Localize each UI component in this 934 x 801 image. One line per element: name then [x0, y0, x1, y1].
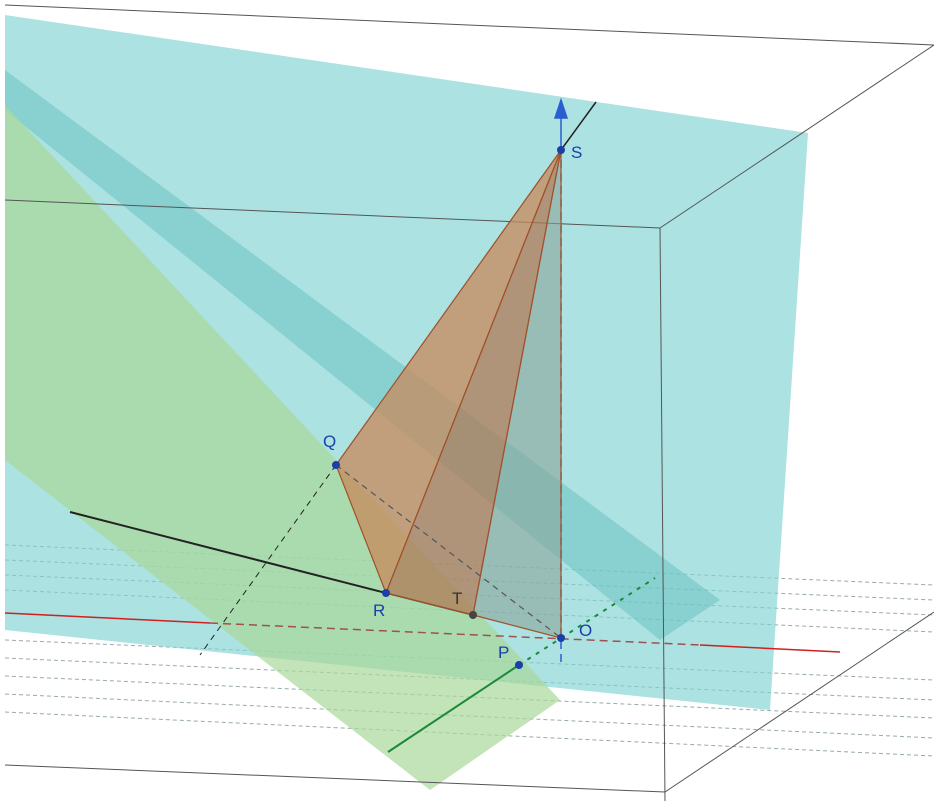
y-axis: [387, 577, 656, 753]
point-label: Q: [323, 432, 336, 451]
point-label: S: [571, 143, 582, 162]
line: [560, 101, 597, 151]
pyramid: [335, 149, 562, 639]
line: [69, 511, 387, 594]
point-label: P: [498, 643, 509, 662]
dashed-line: [199, 464, 337, 656]
x-axis: [4, 612, 841, 653]
point-label: O: [579, 621, 592, 640]
points: [332, 146, 565, 669]
box-edges: [4, 4, 934, 801]
green-plane: [5, 105, 560, 790]
point-label: R: [373, 601, 385, 620]
point-label: T: [452, 589, 462, 608]
